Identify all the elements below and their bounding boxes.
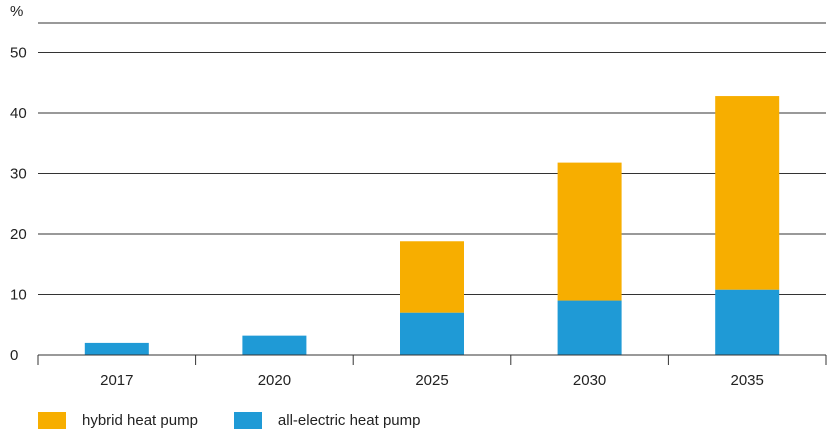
y-tick-label-50: 50 (10, 45, 27, 62)
y-tick-label-20: 20 (10, 226, 27, 243)
y-axis-ticks: 0 10 20 30 40 50 (10, 45, 27, 365)
x-tick-label-2017: 2017 (100, 372, 133, 389)
legend-swatch-hybrid (38, 412, 66, 429)
x-tick-label-2025: 2025 (415, 372, 448, 389)
bar-electric-2030 (557, 300, 622, 355)
x-tick-label-2030: 2030 (573, 372, 606, 389)
x-tick-label-2035: 2035 (731, 372, 764, 389)
x-tick-label-2020: 2020 (258, 372, 291, 389)
legend-label-electric: all-electric heat pump (277, 412, 421, 429)
bar-electric-2017 (84, 342, 149, 355)
legend: hybrid heat pump all-electric heat pump (38, 412, 456, 429)
legend-label-hybrid: hybrid heat pump (82, 412, 198, 429)
y-tick-label-30: 30 (10, 166, 27, 183)
y-tick-label-10: 10 (10, 287, 27, 304)
bar-electric-2035 (715, 289, 780, 355)
legend-item-electric: all-electric heat pump (233, 412, 421, 429)
x-axis: 2017 2020 2025 2030 2035 (37, 354, 827, 389)
bars (84, 96, 780, 355)
y-tick-label-0: 0 (10, 347, 18, 364)
bar-electric-2025 (400, 312, 464, 355)
bar-hybrid-2025 (400, 241, 464, 313)
y-axis-unit-label: % (10, 3, 23, 20)
bar-electric-2020 (242, 335, 307, 355)
bar-hybrid-2035 (715, 96, 780, 290)
y-tick-label-40: 40 (10, 105, 27, 122)
legend-swatch-electric (233, 412, 262, 429)
gridlines (38, 22, 826, 295)
bar-hybrid-2030 (557, 162, 622, 301)
legend-item-hybrid: hybrid heat pump (38, 412, 198, 429)
